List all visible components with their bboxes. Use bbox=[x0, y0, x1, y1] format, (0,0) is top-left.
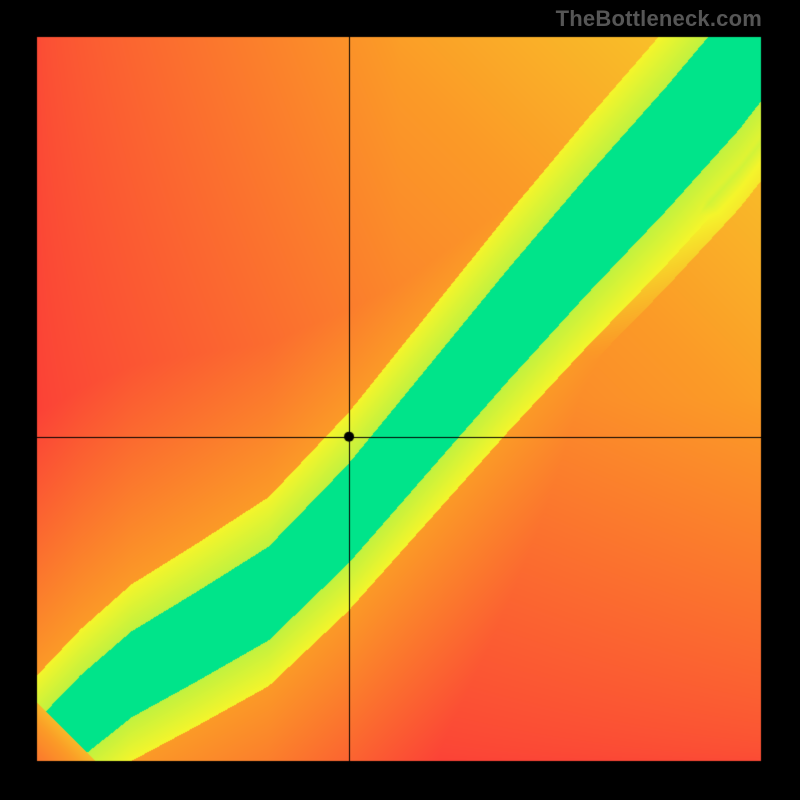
bottleneck-heatmap bbox=[0, 0, 800, 800]
watermark-text: TheBottleneck.com bbox=[556, 6, 762, 32]
